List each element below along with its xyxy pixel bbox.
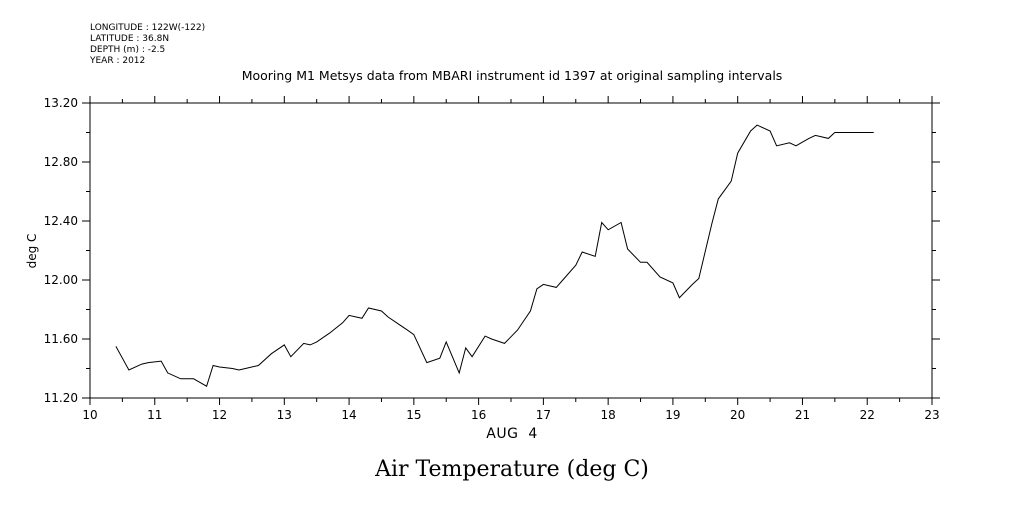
x-tick-label: 14 [341, 408, 356, 422]
x-axis-label: AUG 4 [486, 426, 537, 442]
y-tick-label: 11.20 [44, 391, 78, 405]
x-tick-label: 22 [860, 408, 875, 422]
x-tick-label: 20 [730, 408, 745, 422]
chart-caption: Air Temperature (deg C) [374, 457, 649, 482]
meta-depth: DEPTH (m) : -2.5 [90, 45, 165, 55]
chart-title: Mooring M1 Metsys data from MBARI instru… [242, 68, 783, 83]
y-tick-label: 11.60 [44, 332, 78, 346]
series-line [115, 124, 874, 387]
x-tick-label: 12 [212, 408, 227, 422]
x-tick-label: 10 [82, 408, 97, 422]
x-tick-label: 16 [471, 408, 486, 422]
meta-longitude: LONGITUDE : 122W(-122) [90, 23, 205, 33]
x-tick-label: 19 [665, 408, 680, 422]
metadata-block: LONGITUDE : 122W(-122) LATITUDE : 36.8N … [89, 23, 205, 66]
x-tick-label: 11 [147, 408, 162, 422]
tick-labels-layer: 10 11 12 13 14 15 16 17 18 19 20 21 22 23 11.20 11.60 12… [44, 96, 940, 422]
x-tick-label: 17 [536, 408, 551, 422]
y-tick-label: 12.40 [44, 214, 78, 228]
ticks-layer [82, 96, 940, 405]
meta-year: YEAR : 2012 [89, 56, 145, 66]
x-tick-label: 18 [601, 408, 616, 422]
x-tick-label: 21 [795, 408, 810, 422]
y-axis-label: deg C [25, 234, 39, 269]
y-tick-label: 12.80 [44, 155, 78, 169]
x-tick-label: 15 [406, 408, 421, 422]
meta-latitude: LATITUDE : 36.8N [90, 34, 169, 44]
y-tick-label: 12.00 [44, 273, 78, 287]
y-tick-label: 13.20 [44, 96, 78, 110]
x-tick-label: 23 [924, 408, 939, 422]
plot-frame [89, 102, 933, 399]
x-tick-label: 13 [277, 408, 292, 422]
